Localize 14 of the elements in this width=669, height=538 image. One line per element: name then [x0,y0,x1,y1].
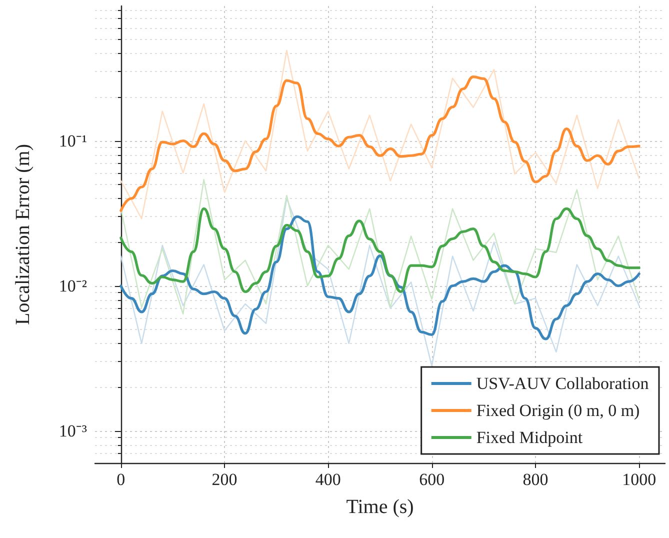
legend-label: USV-AUV Collaboration [476,374,650,393]
y-axis-title: Localization Error (m) [12,144,34,326]
x-tick-label: 800 [522,470,548,489]
legend-label: Fixed Midpoint [476,428,583,447]
x-tick-label: 400 [315,470,341,489]
x-tick-label: 0 [116,470,126,489]
y-tick-label: 10⁻³ [58,421,87,440]
x-axis-title: Time (s) [346,496,414,518]
y-tick-label: 10⁻² [58,276,87,296]
x-tick-label: 1000 [622,470,656,489]
y-tick-label: 10⁻¹ [58,131,87,150]
legend-label: Fixed Origin (0 m, 0 m) [476,401,640,420]
x-tick-label: 200 [212,470,238,489]
x-tick-label: 600 [419,470,445,489]
